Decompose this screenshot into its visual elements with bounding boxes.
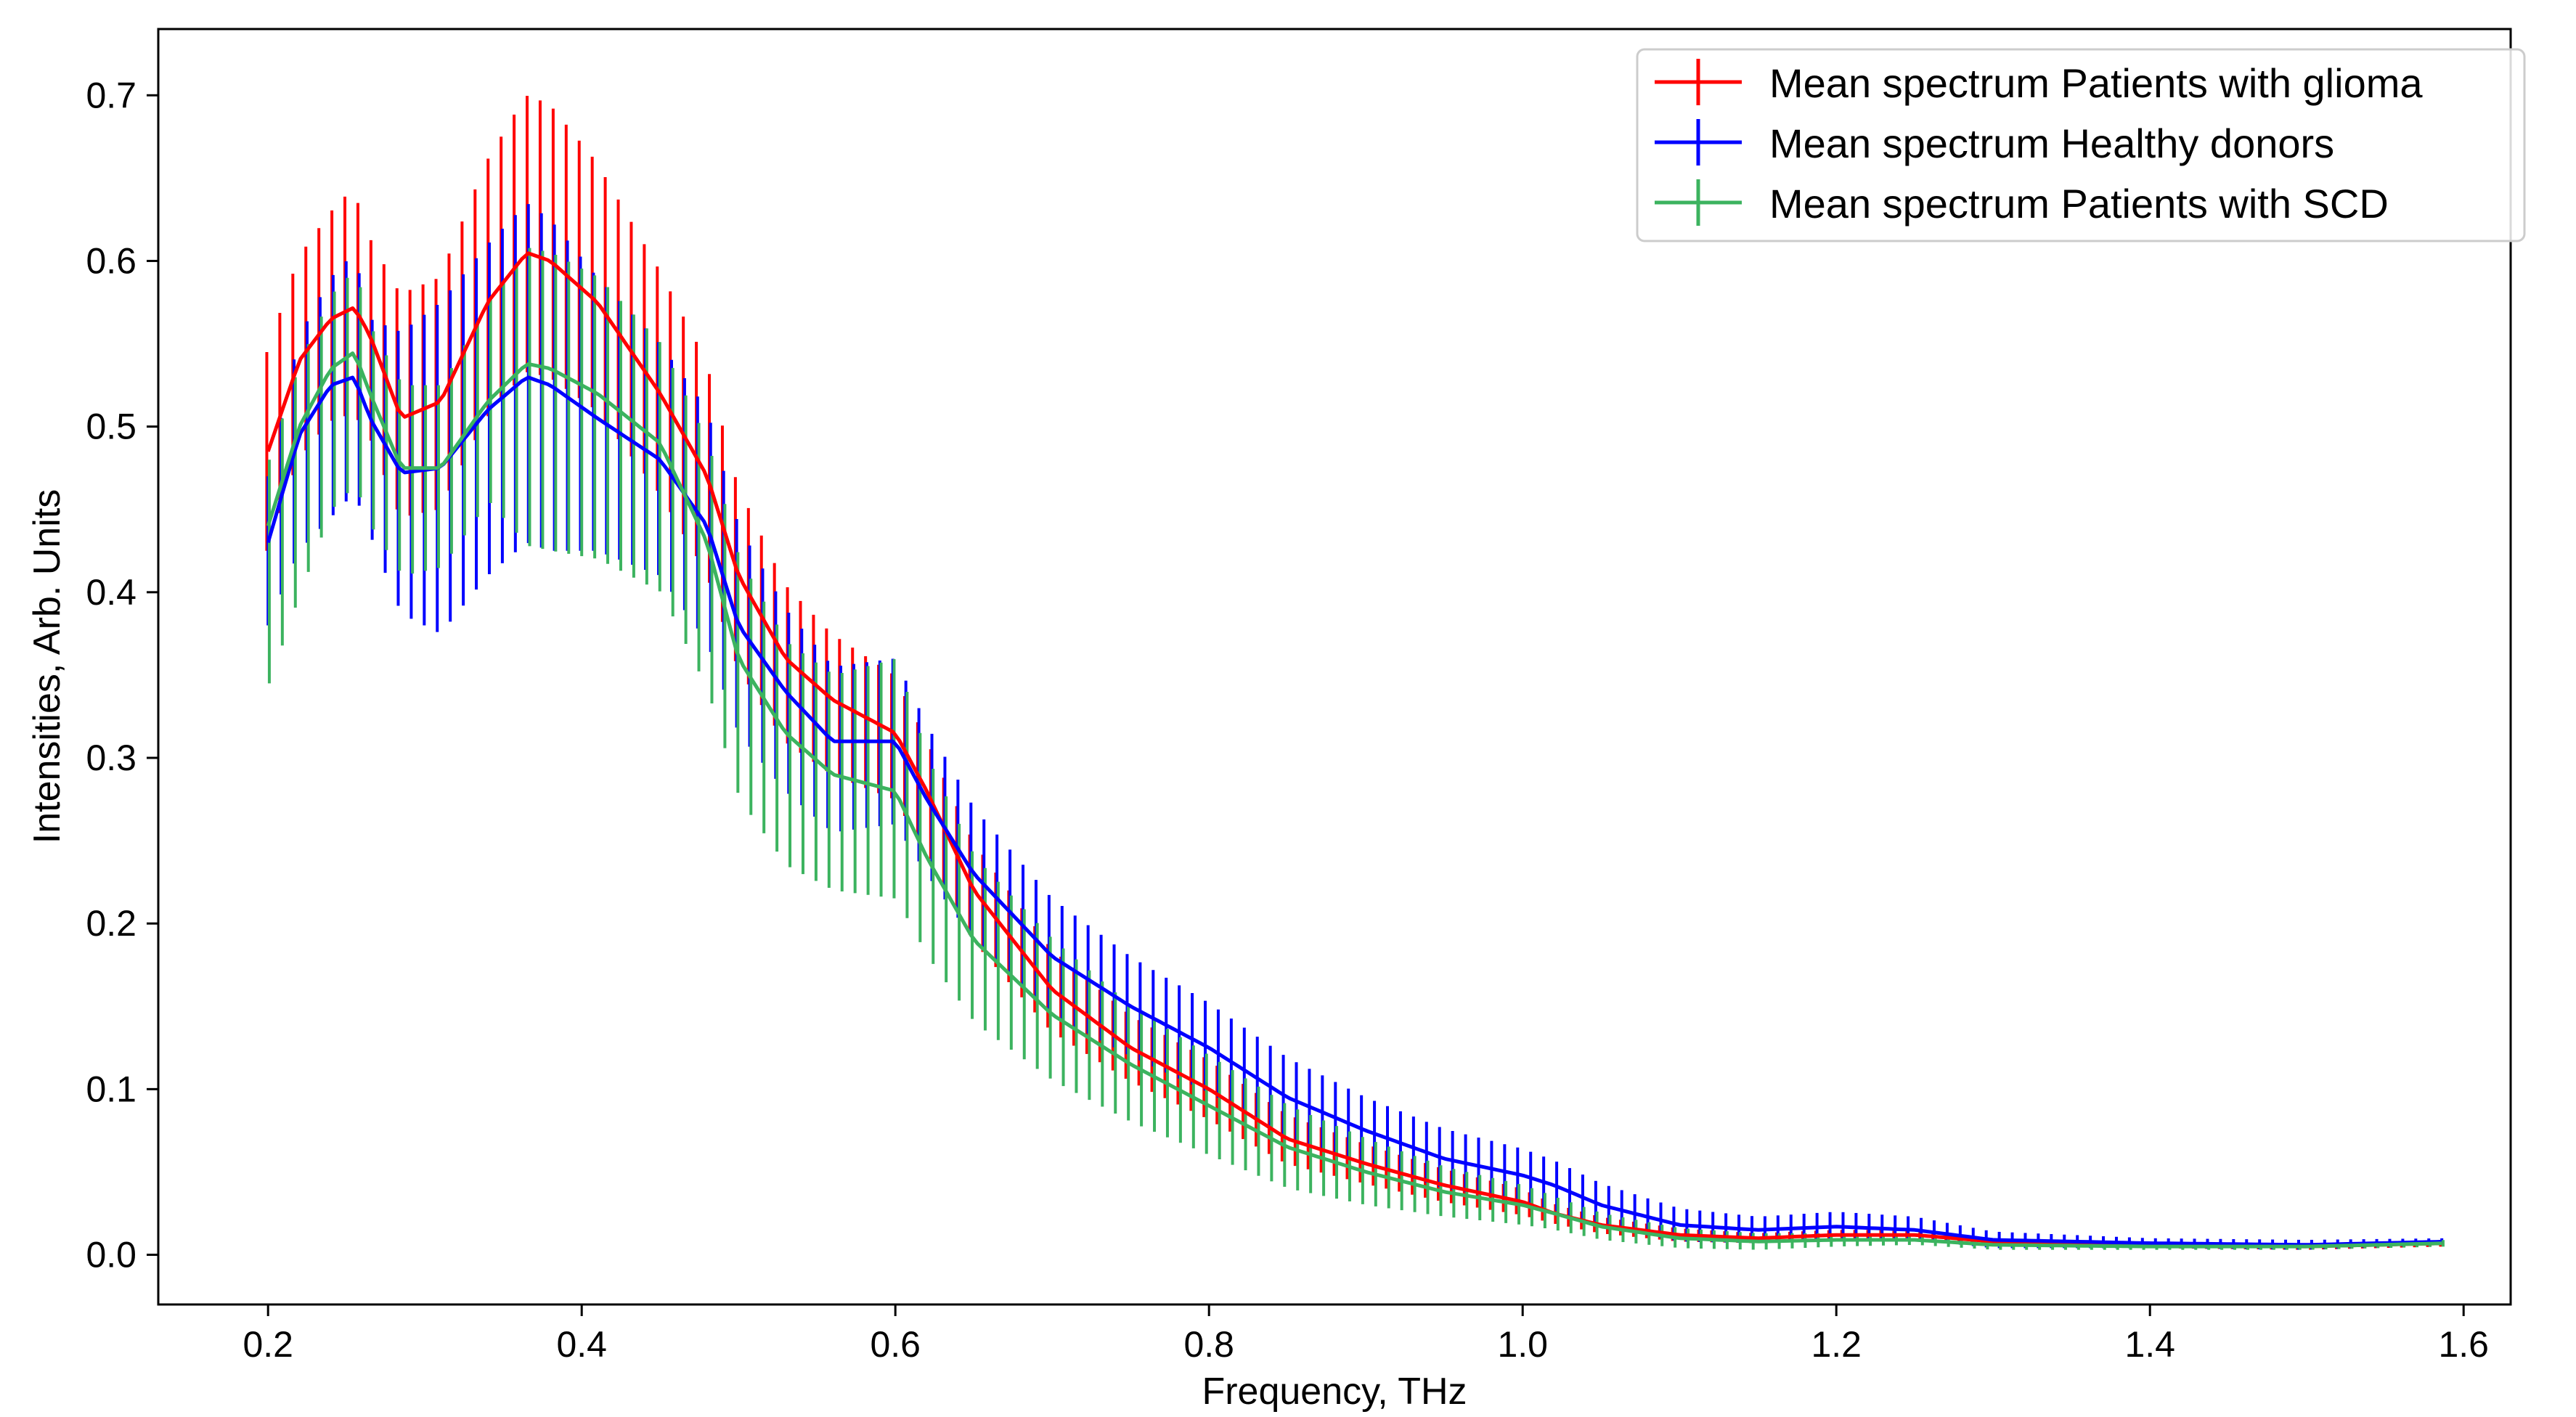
x-tick-label: 1.4: [2124, 1324, 2175, 1365]
y-tick-label: 0.1: [86, 1069, 136, 1109]
y-tick-label: 0.3: [86, 738, 136, 778]
plot-frame: [157, 28, 2512, 1306]
y-tick-label: 0.6: [86, 240, 136, 281]
y-axis-label: Intensities, Arb. Units: [26, 489, 68, 844]
series-line-scd: [266, 351, 2442, 1249]
legend-entries: [1655, 59, 1742, 226]
x-axis-label: Frequency, THz: [1202, 1371, 1467, 1413]
x-tick-label: 1.6: [2438, 1324, 2489, 1365]
series-line-healthy: [266, 375, 2442, 1247]
y-axis-ticks: 0.0 0.1 0.2 0.3 0.4 0.5 0.6 0.7: [86, 75, 158, 1275]
series-lines-layer: [266, 251, 2442, 1249]
y-tick-label: 0.0: [86, 1235, 136, 1275]
legend-label-glioma: Mean spectrum Patients with glioma: [1769, 60, 2423, 106]
y-tick-label: 0.7: [86, 75, 136, 115]
x-tick-label: 0.4: [556, 1324, 607, 1365]
legend-label-scd: Mean spectrum Patients with SCD: [1769, 181, 2389, 226]
y-tick-label: 0.5: [86, 407, 136, 447]
x-tick-label: 0.8: [1183, 1324, 1234, 1365]
x-axis-ticks: 0.2 0.4 0.6 0.8 1.0 1.2 1.4 1.6: [242, 1304, 2489, 1365]
y-tick-label: 0.4: [86, 572, 136, 613]
legend-label-healthy: Mean spectrum Healthy donors: [1769, 121, 2334, 166]
legend-box: [1636, 48, 2526, 242]
y-tick-label: 0.2: [86, 903, 136, 944]
legend: Mean spectrum Patients with glioma Mean …: [1636, 48, 2526, 242]
x-tick-label: 0.2: [242, 1324, 293, 1365]
x-tick-label: 0.6: [870, 1324, 921, 1365]
x-tick-label: 1.2: [1811, 1324, 1862, 1365]
x-tick-label: 1.0: [1497, 1324, 1548, 1365]
